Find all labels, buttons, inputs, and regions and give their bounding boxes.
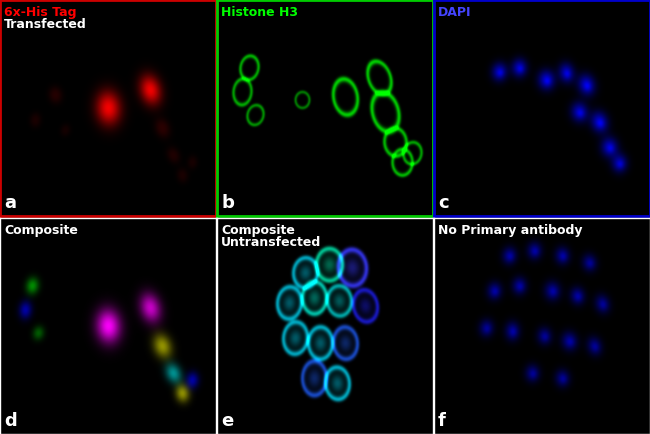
Text: Composite: Composite — [4, 224, 78, 237]
Text: f: f — [438, 412, 446, 430]
Text: Untransfected: Untransfected — [221, 236, 321, 249]
Text: DAPI: DAPI — [438, 6, 471, 19]
Text: Histone H3: Histone H3 — [221, 6, 298, 19]
Text: c: c — [438, 194, 448, 213]
Text: 6x-His Tag: 6x-His Tag — [4, 6, 77, 19]
Text: Composite: Composite — [221, 224, 295, 237]
Text: b: b — [221, 194, 234, 213]
Text: d: d — [4, 412, 17, 430]
Text: No Primary antibody: No Primary antibody — [438, 224, 582, 237]
Text: a: a — [4, 194, 16, 213]
Text: Transfected: Transfected — [4, 18, 86, 31]
Text: e: e — [221, 412, 233, 430]
